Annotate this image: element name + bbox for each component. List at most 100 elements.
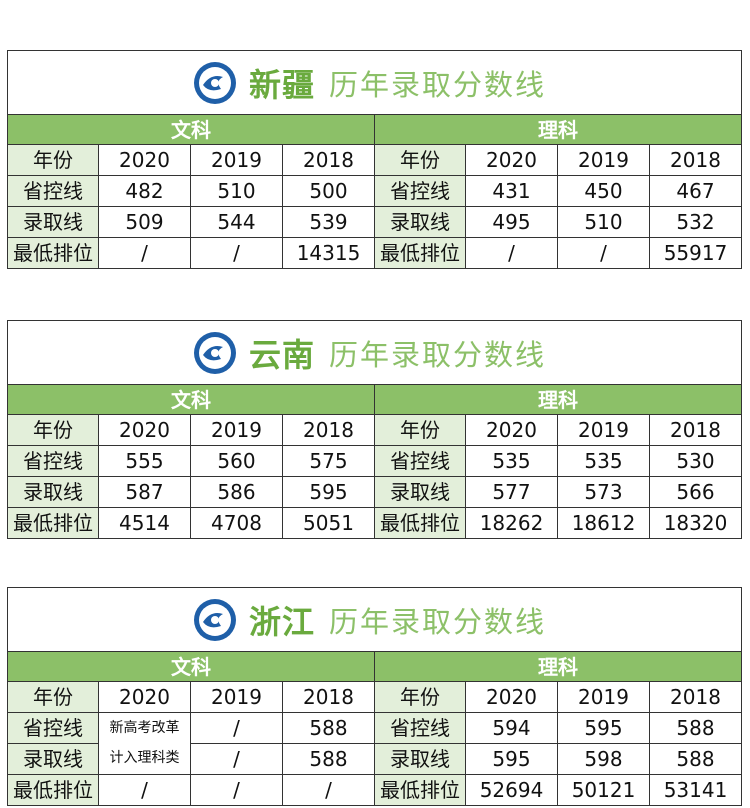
sub-title: 历年录取分数线 [329,337,547,372]
panel-title: 云南 历年录取分数线 [7,320,742,384]
cell: 560 [190,445,283,477]
cell: 586 [190,476,283,508]
row-label: 最低排位 [7,774,99,806]
row-label: 年份 [7,414,99,446]
cell: 53141 [649,774,742,806]
cell: 2019 [557,144,650,176]
row-label: 录取线 [7,206,99,238]
sub-title: 历年录取分数线 [329,604,547,639]
panel-zhejiang: 浙江 历年录取分数线 文科 理科 年份 2020 2019 2018 年份 20… [7,587,742,806]
cell: 539 [282,206,375,238]
row-label: 最低排位 [374,774,466,806]
row-label: 最低排位 [7,507,99,539]
cell: 510 [557,206,650,238]
note-cell-line1: 新高考改革 [98,712,191,744]
table-row: 年份 2020 2019 2018 年份 2020 2019 2018 [7,681,742,713]
table-row: 省控线 555 560 575 省控线 535 535 530 [7,445,742,477]
row-label: 最低排位 [7,237,99,269]
cell: 530 [649,445,742,477]
row-label: 年份 [7,681,99,713]
row-label: 录取线 [374,743,466,775]
cell: 535 [465,445,558,477]
cell: / [190,743,283,775]
cell: / [190,237,283,269]
cell: 588 [282,743,375,775]
row-label: 年份 [374,414,466,446]
row-label: 年份 [7,144,99,176]
cell: 573 [557,476,650,508]
header-like: 理科 [374,114,742,145]
cell: 535 [557,445,650,477]
cell: 2020 [465,681,558,713]
cell: 14315 [282,237,375,269]
cell: 18612 [557,507,650,539]
cell: 50121 [557,774,650,806]
cell: / [465,237,558,269]
cell: 2019 [557,681,650,713]
panel-title: 新疆 历年录取分数线 [7,50,742,114]
row-label: 省控线 [7,445,99,477]
cell: 2020 [465,414,558,446]
cell: 532 [649,206,742,238]
table-row: 录取线 509 544 539 录取线 495 510 532 [7,206,742,238]
row-label: 省控线 [374,445,466,477]
cell: / [190,712,283,744]
cell: 598 [557,743,650,775]
row-label: 最低排位 [374,507,466,539]
score-table: 文科 理科 年份 2020 2019 2018 年份 2020 2019 201… [7,651,742,806]
cell: 2020 [98,144,191,176]
cell: 2018 [649,144,742,176]
row-label: 录取线 [7,743,99,775]
table-row: 省控线 482 510 500 省控线 431 450 467 [7,175,742,207]
panel-xinjiang: 新疆 历年录取分数线 文科 理科 年份 2020 2019 2018 年份 20… [7,50,742,269]
cell: 2018 [282,414,375,446]
cell: 588 [649,743,742,775]
university-emblem-icon [193,331,236,374]
cell: 2018 [649,681,742,713]
cell: / [557,237,650,269]
row-label: 年份 [374,681,466,713]
row-label: 省控线 [374,712,466,744]
cell: 52694 [465,774,558,806]
cell: 4708 [190,507,283,539]
cell: 2020 [465,144,558,176]
sub-title: 历年录取分数线 [329,67,547,102]
cell: 510 [190,175,283,207]
table-row: 最低排位 4514 4708 5051 最低排位 18262 18612 183… [7,507,742,539]
table-row: 录取线 计入理科类 / 588 录取线 595 598 588 [7,743,742,775]
row-label: 省控线 [7,175,99,207]
cell: 588 [282,712,375,744]
cell: 595 [282,476,375,508]
header-wenke: 文科 [7,651,375,682]
cell: 555 [98,445,191,477]
cell: 544 [190,206,283,238]
cell: / [98,774,191,806]
cell: 509 [98,206,191,238]
header-wenke: 文科 [7,384,375,415]
cell: 450 [557,175,650,207]
table-row: 最低排位 / / / 最低排位 52694 50121 53141 [7,774,742,806]
cell: 5051 [282,507,375,539]
cell: 482 [98,175,191,207]
cell: 18320 [649,507,742,539]
cell: 588 [649,712,742,744]
score-table: 文科 理科 年份 2020 2019 2018 年份 2020 2019 201… [7,114,742,269]
table-row: 年份 2020 2019 2018 年份 2020 2019 2018 [7,144,742,176]
cell: 4514 [98,507,191,539]
cell: 566 [649,476,742,508]
province-name: 云南 [248,335,315,374]
row-label: 最低排位 [374,237,466,269]
cell: 2019 [190,414,283,446]
cell: 595 [465,743,558,775]
cell: / [98,237,191,269]
cell: 2019 [190,144,283,176]
cell: 575 [282,445,375,477]
row-label: 省控线 [7,712,99,744]
cell: 2020 [98,681,191,713]
row-label: 年份 [374,144,466,176]
university-emblem-icon [193,61,236,104]
cell: 431 [465,175,558,207]
cell: 495 [465,206,558,238]
cell: 2018 [649,414,742,446]
row-label: 省控线 [374,175,466,207]
